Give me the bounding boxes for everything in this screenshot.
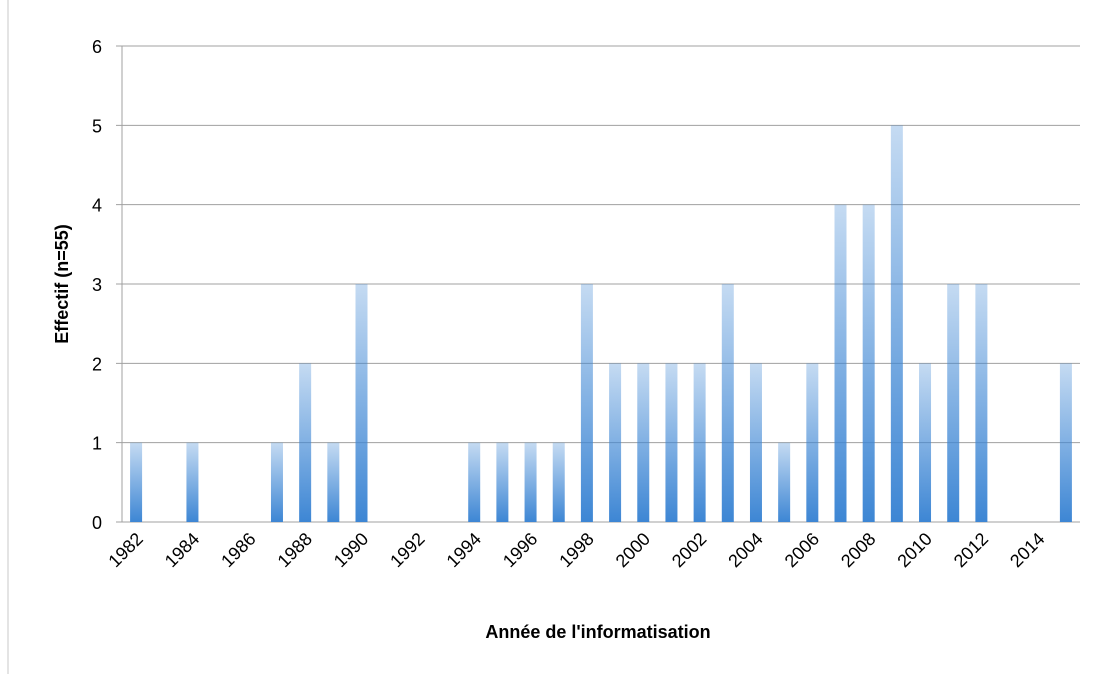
bar	[580, 284, 593, 522]
x-axis-label: Année de l'informatisation	[485, 622, 710, 642]
bar	[496, 442, 509, 522]
y-tick-label: 2	[92, 354, 102, 374]
x-tick-label: 2014	[1006, 529, 1048, 571]
x-tick-label: 1982	[104, 529, 146, 571]
bar	[665, 363, 678, 522]
y-tick-label: 5	[92, 116, 102, 136]
bar	[834, 204, 847, 522]
bar	[693, 363, 706, 522]
bar	[637, 363, 650, 522]
x-tick-label: 1992	[386, 529, 428, 571]
bar	[947, 284, 960, 522]
bar	[806, 363, 819, 522]
x-tick-label: 1984	[161, 529, 203, 571]
bar	[552, 442, 565, 522]
x-tick-label: 2000	[612, 529, 654, 571]
bar	[130, 442, 143, 522]
x-tick-label: 2006	[781, 529, 823, 571]
y-tick-label: 4	[92, 196, 102, 216]
x-tick-label: 2004	[724, 529, 766, 571]
bar	[186, 442, 199, 522]
y-axis-label: Effectif (n=55)	[52, 224, 72, 344]
x-tick-label: 2012	[950, 529, 992, 571]
bar	[1059, 363, 1072, 522]
bar	[749, 363, 762, 522]
x-tick-label: 1990	[330, 529, 372, 571]
bar	[890, 125, 903, 522]
bar	[355, 284, 368, 522]
y-tick-label: 6	[92, 37, 102, 57]
bar	[919, 363, 932, 522]
bar	[270, 442, 283, 522]
x-tick-label: 2002	[668, 529, 710, 571]
bar	[975, 284, 988, 522]
bar	[721, 284, 734, 522]
bar	[299, 363, 312, 522]
x-tick-label: 1994	[443, 529, 485, 571]
bar	[862, 204, 875, 522]
x-tick-label: 1998	[555, 529, 597, 571]
y-tick-label: 1	[92, 434, 102, 454]
x-tick-label: 1986	[217, 529, 259, 571]
x-tick-label: 1996	[499, 529, 541, 571]
x-tick-label: 1988	[274, 529, 316, 571]
x-tick-label: 2008	[837, 529, 879, 571]
y-tick-label: 3	[92, 275, 102, 295]
bar	[327, 442, 340, 522]
bar	[468, 442, 481, 522]
bar	[609, 363, 622, 522]
x-tick-label: 2010	[893, 529, 935, 571]
bar	[524, 442, 537, 522]
bar	[778, 442, 791, 522]
y-tick-label: 0	[92, 513, 102, 533]
